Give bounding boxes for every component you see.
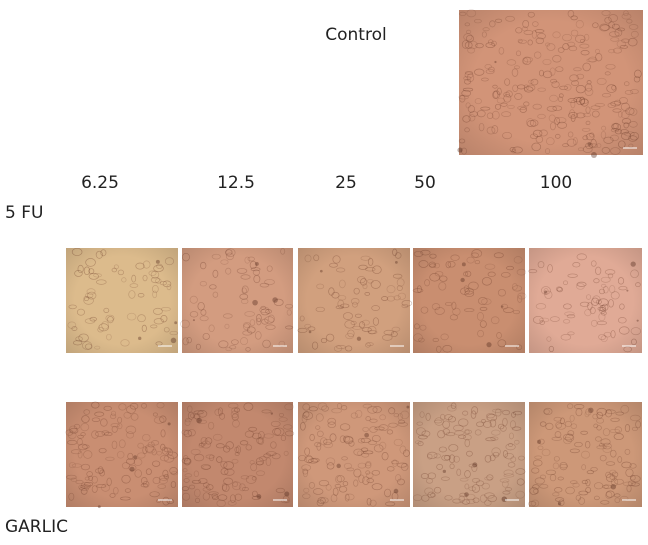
micrograph xyxy=(181,248,293,353)
vignette xyxy=(529,248,642,353)
vignette xyxy=(182,402,293,507)
micrograph xyxy=(298,402,410,507)
vignette xyxy=(413,402,525,507)
micrograph xyxy=(298,248,412,353)
micrograph xyxy=(66,248,178,353)
vignette xyxy=(529,402,642,507)
row-label: 5 FU xyxy=(5,203,43,223)
concentration-label: 50 xyxy=(414,173,436,193)
vignette xyxy=(298,248,410,353)
vignette xyxy=(66,402,178,507)
micrograph xyxy=(528,402,642,507)
micrographs xyxy=(66,10,643,509)
concentration-label: 12.5 xyxy=(217,173,255,193)
concentration-label: 100 xyxy=(540,173,572,193)
concentration-label: 6.25 xyxy=(81,173,119,193)
control-label: Control xyxy=(325,25,386,45)
vignette xyxy=(298,402,410,507)
micrograph xyxy=(182,402,294,507)
micrograph xyxy=(413,248,526,353)
vignette xyxy=(413,248,525,353)
vignette xyxy=(66,248,178,353)
concentration-label: 25 xyxy=(335,173,357,193)
vignette xyxy=(182,248,293,353)
micrograph xyxy=(66,402,178,508)
micrograph xyxy=(457,10,643,158)
figure: Control 6.25 12.5 25 50 100 5 FU GARLIC xyxy=(0,0,648,541)
micrograph xyxy=(529,248,642,353)
row-label: GARLIC xyxy=(5,517,68,537)
micrograph xyxy=(413,402,525,507)
vignette xyxy=(459,10,643,155)
